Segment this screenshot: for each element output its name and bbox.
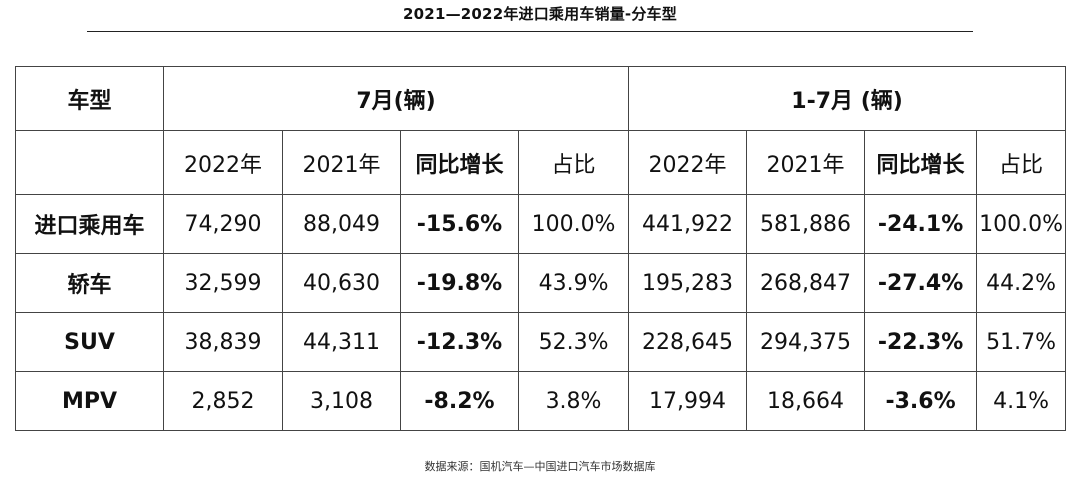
- column-header: 2021年: [282, 130, 401, 195]
- source-note: 数据来源：国机汽车—中国进口汽车市场数据库: [424, 460, 656, 473]
- table-cell: -27.4%: [864, 253, 978, 313]
- table-cell: 44,311: [282, 312, 401, 372]
- table-cell: 40,630: [282, 253, 401, 313]
- row-label: 进口乘用车: [15, 194, 164, 254]
- table-cell: -22.3%: [864, 312, 978, 372]
- header-blank-cell: [15, 130, 164, 195]
- table-cell: 294,375: [746, 312, 866, 372]
- table-cell: -19.8%: [400, 253, 519, 313]
- table-cell: 2,852: [163, 371, 283, 431]
- header-group-row: 车型 7月(辆) 1-7月 (辆): [15, 66, 1067, 131]
- title-underline: [87, 31, 973, 32]
- sales-table: 车型 7月(辆) 1-7月 (辆) 2022年 2021年 同比增长 占比 20…: [15, 66, 1067, 431]
- model-header: 车型: [15, 66, 164, 131]
- column-header: 同比增长: [400, 130, 519, 195]
- table-cell: 32,599: [163, 253, 283, 313]
- table-cell: -3.6%: [864, 371, 978, 431]
- table-cell: 51.7%: [976, 312, 1067, 372]
- table-row: 轿车 32,599 40,630 -19.8% 43.9% 195,283 26…: [15, 253, 1067, 313]
- column-header: 占比: [976, 130, 1067, 195]
- july-group-header: 7月(辆): [162, 66, 630, 131]
- table-cell: 38,839: [163, 312, 283, 372]
- table-cell: -8.2%: [400, 371, 519, 431]
- row-label: MPV: [15, 371, 164, 431]
- table-cell: -12.3%: [400, 312, 519, 372]
- row-label: SUV: [15, 312, 164, 372]
- ytd-group-header: 1-7月 (辆): [628, 66, 1067, 131]
- table-cell: 74,290: [163, 194, 283, 254]
- table-row: SUV 38,839 44,311 -12.3% 52.3% 228,645 2…: [15, 312, 1067, 372]
- table-cell: 581,886: [746, 194, 866, 254]
- row-label: 轿车: [15, 253, 164, 313]
- table-cell: 100.0%: [517, 194, 630, 254]
- table-cell: 3.8%: [517, 371, 630, 431]
- column-header: 2022年: [163, 130, 283, 195]
- table-cell: 195,283: [628, 253, 748, 313]
- table-cell: -24.1%: [864, 194, 978, 254]
- table-cell: 43.9%: [517, 253, 630, 313]
- table-cell: 268,847: [746, 253, 866, 313]
- table-cell: 52.3%: [517, 312, 630, 372]
- table-cell: -15.6%: [400, 194, 519, 254]
- column-header: 占比: [517, 130, 630, 195]
- page-title: 2021—2022年进口乘用车销量-分车型: [403, 5, 677, 23]
- table-cell: 3,108: [282, 371, 401, 431]
- table-row: MPV 2,852 3,108 -8.2% 3.8% 17,994 18,664…: [15, 371, 1067, 431]
- table-cell: 228,645: [628, 312, 748, 372]
- table-row: 进口乘用车 74,290 88,049 -15.6% 100.0% 441,92…: [15, 194, 1067, 254]
- table-cell: 44.2%: [976, 253, 1067, 313]
- table-cell: 17,994: [628, 371, 748, 431]
- column-header: 同比增长: [864, 130, 978, 195]
- table-cell: 100.0%: [976, 194, 1067, 254]
- table-cell: 88,049: [282, 194, 401, 254]
- column-header: 2021年: [746, 130, 866, 195]
- table-cell: 441,922: [628, 194, 748, 254]
- header-column-row: 2022年 2021年 同比增长 占比 2022年 2021年 同比增长 占比: [15, 130, 1067, 195]
- table-cell: 18,664: [746, 371, 866, 431]
- table-cell: 4.1%: [976, 371, 1067, 431]
- column-header: 2022年: [628, 130, 748, 195]
